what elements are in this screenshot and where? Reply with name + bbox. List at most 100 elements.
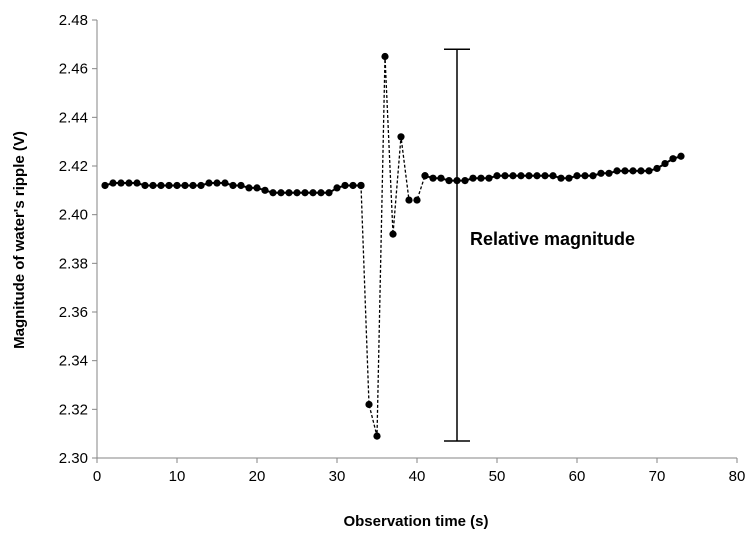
data-point	[173, 181, 181, 190]
data-point	[149, 181, 157, 190]
x-tick-label: 20	[249, 468, 266, 485]
data-point	[181, 181, 189, 190]
data-point	[285, 189, 293, 197]
data-point	[141, 181, 149, 190]
series-2	[357, 52, 429, 440]
data-point	[389, 230, 397, 238]
data-point	[213, 179, 221, 187]
data-point	[357, 181, 365, 190]
y-tick-label: 2.34	[59, 353, 88, 370]
y-tick-label: 2.46	[59, 61, 88, 78]
data-point	[613, 167, 621, 175]
annotation-layer: Relative magnitude	[444, 48, 635, 442]
data-point	[629, 167, 637, 175]
data-point	[437, 174, 445, 182]
axes: 2.30 2.32 2.34 2.36 2.38 2.40 2.42 2.44 2.46 2.48…	[59, 12, 746, 485]
data-point	[309, 189, 317, 197]
series-layer	[101, 52, 685, 440]
x-tick-label: 30	[329, 468, 346, 485]
data-point	[509, 172, 517, 180]
data-point	[405, 196, 413, 204]
data-point	[381, 52, 389, 61]
data-point	[469, 174, 477, 182]
data-point	[269, 189, 277, 197]
y-tick-label: 2.42	[59, 158, 88, 175]
data-point	[485, 174, 493, 182]
y-tick-label: 2.30	[59, 450, 88, 467]
data-point	[397, 133, 405, 141]
data-point	[445, 177, 453, 185]
x-tick-label: 80	[729, 468, 746, 485]
data-point	[413, 196, 421, 204]
data-point	[541, 172, 549, 180]
data-point	[645, 167, 653, 175]
data-point	[189, 181, 197, 190]
data-point	[157, 181, 165, 190]
data-point	[325, 189, 333, 197]
data-point	[517, 172, 525, 180]
data-point	[365, 400, 373, 409]
data-point	[349, 181, 357, 190]
data-point	[605, 169, 613, 177]
data-point	[101, 181, 109, 190]
y-tick-label: 2.40	[59, 207, 88, 224]
data-point	[501, 172, 509, 180]
y-tick-label: 2.38	[59, 255, 88, 272]
data-point	[597, 169, 605, 177]
annotation-label: Relative magnitude	[470, 229, 635, 249]
series-3	[421, 152, 685, 185]
data-point	[477, 174, 485, 182]
x-axis-title: Observation time (s)	[343, 513, 488, 530]
data-point	[429, 174, 437, 182]
data-point	[261, 186, 269, 194]
series-1	[101, 179, 365, 197]
data-point	[245, 184, 253, 192]
x-tick-label: 0	[93, 468, 101, 485]
data-point	[661, 159, 669, 168]
x-tick-label: 60	[569, 468, 586, 485]
data-point	[589, 172, 597, 180]
data-point	[533, 172, 541, 180]
data-point	[573, 172, 581, 180]
data-point	[109, 179, 117, 187]
data-point	[557, 174, 565, 182]
data-point	[421, 172, 429, 180]
data-point	[493, 172, 501, 180]
data-point	[197, 181, 205, 190]
data-point	[125, 179, 133, 187]
data-point	[237, 181, 245, 190]
y-tick-label: 2.48	[59, 12, 88, 29]
data-point	[341, 181, 349, 190]
y-tick-label: 2.36	[59, 304, 88, 321]
x-tick-label: 40	[409, 468, 426, 485]
data-point	[581, 172, 589, 180]
data-point	[565, 174, 573, 182]
data-point	[221, 179, 229, 187]
data-point	[677, 152, 685, 160]
data-point	[549, 172, 557, 180]
data-point	[333, 184, 341, 192]
data-point	[373, 432, 381, 440]
data-point	[253, 184, 261, 192]
data-point	[525, 172, 533, 180]
x-tick-label: 50	[489, 468, 506, 485]
y-tick-label: 2.32	[59, 401, 88, 418]
data-point	[317, 189, 325, 197]
data-point	[669, 155, 677, 163]
data-point	[277, 189, 285, 197]
data-point	[205, 179, 213, 187]
data-point	[293, 189, 301, 197]
y-tick-label: 2.44	[59, 109, 88, 126]
data-point	[621, 167, 629, 175]
data-point	[165, 181, 173, 190]
data-point	[133, 179, 141, 187]
x-tick-label: 70	[649, 468, 666, 485]
data-point	[301, 189, 309, 197]
data-point	[117, 179, 125, 187]
data-point	[653, 164, 661, 173]
data-point	[637, 167, 645, 175]
data-point	[229, 181, 237, 190]
series-line	[360, 56, 426, 437]
